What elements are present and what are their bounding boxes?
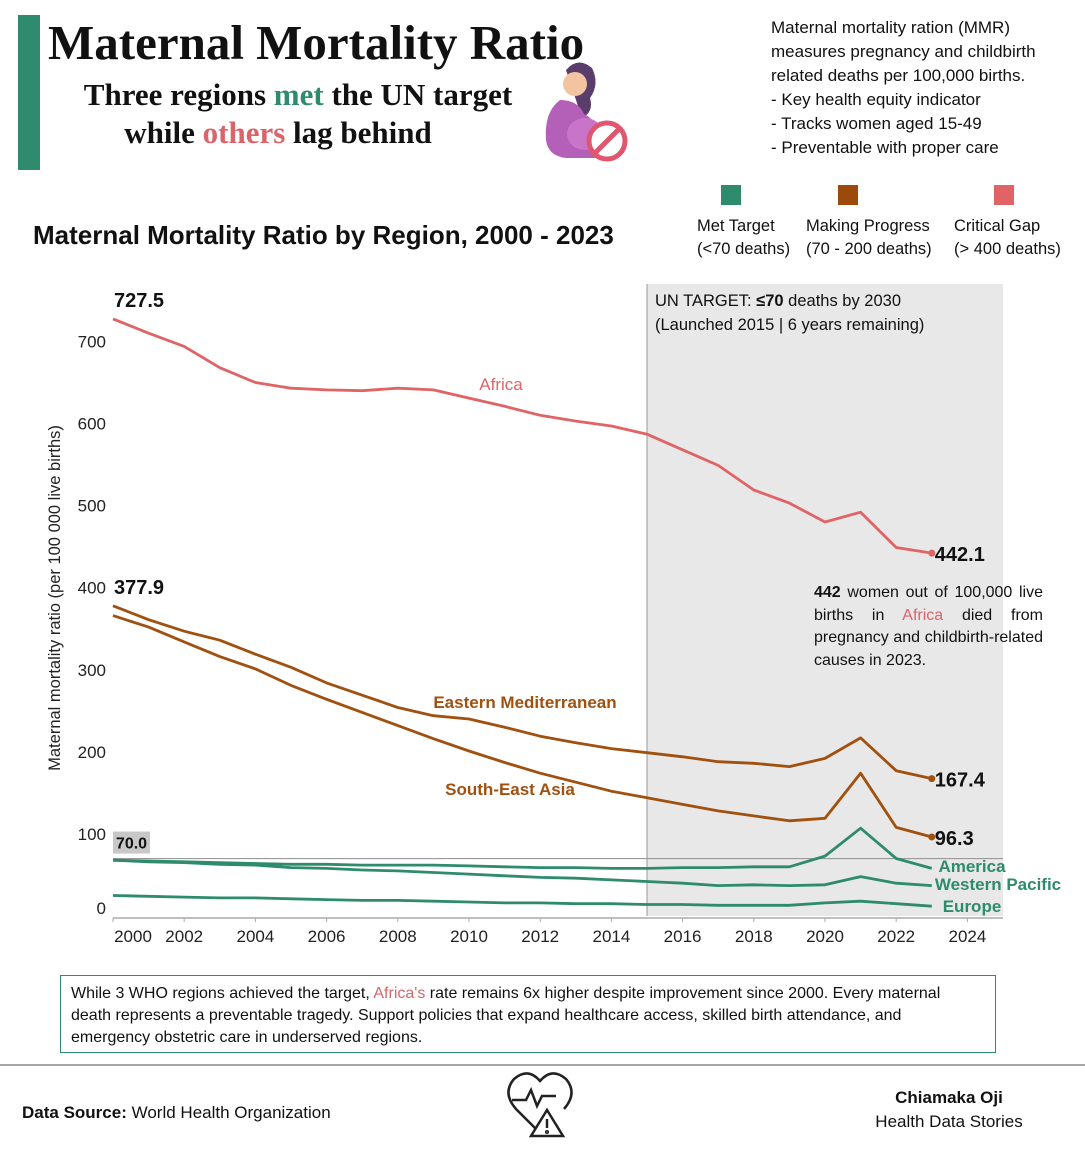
- callout-highlight: Africa: [902, 606, 944, 624]
- value-label: 727.5: [114, 290, 164, 312]
- legend-label: Critical Gap: [954, 217, 1041, 235]
- target-note: UN TARGET: ≤70 deaths by 2030 (Launched …: [655, 289, 924, 337]
- y-tick-label: 0: [97, 899, 106, 918]
- series-line: [112, 894, 932, 908]
- note-text: UN TARGET:: [655, 292, 757, 310]
- series-line: [112, 858, 932, 887]
- target-window: [647, 284, 1003, 916]
- chart-title: Maternal Mortality Ratio by Region, 2000…: [33, 220, 614, 250]
- series-line: [112, 317, 933, 555]
- title: Maternal Mortality Ratio: [48, 15, 585, 70]
- source-text: World Health Organization: [131, 1103, 331, 1122]
- callout-text: women out of 100,000 live births in: [814, 584, 1043, 624]
- series-label: Europe: [943, 897, 1002, 916]
- series-label: South-East Asia: [445, 780, 575, 799]
- info-line: related deaths per 100,000 births.: [771, 66, 1026, 85]
- legend-range: (<70 deaths): [697, 240, 791, 258]
- desc-highlight: Africa's: [373, 985, 426, 1002]
- subtitle-highlight: met: [273, 77, 324, 112]
- source: Data Source: World Health Organization: [22, 1103, 331, 1123]
- x-tick-label: 2020: [806, 927, 844, 946]
- subtitle-text: the UN target: [323, 77, 513, 112]
- x-tick-label: 2022: [877, 927, 915, 946]
- description: While 3 WHO regions achieved the target,…: [60, 975, 996, 1053]
- x-tick-label: 2008: [379, 927, 417, 946]
- series-label: Western Pacific: [935, 875, 1061, 894]
- value-label: 96.3: [935, 828, 974, 850]
- legend-item: Critical Gap (> 400 deaths): [954, 215, 1061, 261]
- legend-item: Met Target (<70 deaths): [697, 215, 790, 261]
- legend-range: (70 - 200 deaths): [806, 240, 932, 258]
- legend-label: Making Progress: [806, 217, 930, 235]
- y-tick-label: 600: [78, 415, 106, 434]
- subtitle: while others lag behind: [38, 115, 518, 151]
- subtitle-highlight: others: [202, 115, 286, 150]
- desc-text: rate remains 6x higher despite improveme…: [71, 985, 941, 1046]
- x-tick-label: 2004: [236, 927, 274, 946]
- series-label: Eastern Mediterranean: [433, 693, 616, 712]
- note-bold: ≤70: [756, 292, 784, 310]
- subtitle-text: Three regions: [83, 77, 274, 112]
- x-tick-label: 2012: [521, 927, 559, 946]
- heart-warning-icon: [507, 1072, 573, 1138]
- info-line: measures pregnancy and childbirth: [771, 42, 1036, 61]
- desc-text: While 3 WHO regions achieved the target,: [71, 985, 374, 1002]
- x-tick-label: 2002: [165, 927, 203, 946]
- subtitle-text: while: [124, 115, 203, 150]
- y-tick-label: 500: [78, 497, 106, 516]
- accent-bar: [18, 15, 40, 170]
- subtitle-text: lag behind: [285, 115, 432, 150]
- x-tick-label: 2018: [735, 927, 773, 946]
- series-line: [112, 614, 933, 839]
- info-line: - Tracks women aged 15-49: [771, 114, 982, 133]
- callout-bold: 442: [814, 584, 841, 601]
- value-label: 167.4: [935, 770, 986, 792]
- legend-swatch: [838, 185, 858, 205]
- value-label: 442.1: [935, 544, 985, 566]
- y-tick-label: 700: [78, 332, 106, 351]
- end-point: [928, 549, 936, 557]
- info-line: - Preventable with proper care: [771, 138, 999, 157]
- series-label: Africa: [479, 375, 523, 394]
- legend-range: (> 400 deaths): [954, 240, 1061, 258]
- callout: 442 women out of 100,000 live births in …: [814, 582, 1043, 672]
- y-tick-label: 400: [78, 579, 106, 598]
- target-label: 70.0: [116, 836, 147, 853]
- info-line: - Key health equity indicator: [771, 90, 981, 109]
- x-tick-label: 2016: [664, 927, 702, 946]
- callout-text: died from pregnancy and childbirth-relat…: [814, 606, 1043, 669]
- pregnant-icon: [545, 62, 628, 162]
- legend-label: Met Target: [697, 217, 775, 235]
- target-note-line: UN TARGET: ≤70 deaths by 2030: [655, 289, 924, 313]
- author: Chiamaka Oji: [895, 1088, 1003, 1107]
- org: Health Data Stories: [875, 1112, 1023, 1131]
- y-tick-label: 300: [78, 661, 106, 680]
- x-tick-label: 2014: [592, 927, 630, 946]
- x-tick-label: 2000: [114, 927, 152, 946]
- series-line: [112, 604, 933, 780]
- info-line: Maternal mortality ration (MMR): [771, 18, 1010, 37]
- source-label: Data Source:: [22, 1103, 127, 1122]
- info-box: Maternal mortality ration (MMR) measures …: [771, 16, 1036, 160]
- series-line: [112, 826, 933, 870]
- y-tick-label: 100: [78, 825, 106, 844]
- series-label: America: [938, 857, 1006, 876]
- end-point: [928, 775, 936, 783]
- y-tick-label: 200: [78, 743, 106, 762]
- x-tick-label: 2010: [450, 927, 488, 946]
- subtitle: Three regions met the UN target: [38, 77, 558, 113]
- legend-swatch: [994, 185, 1014, 205]
- end-point: [928, 833, 936, 841]
- value-label: 377.9: [114, 577, 164, 599]
- x-tick-label: 2006: [308, 927, 346, 946]
- target-note-line: (Launched 2015 | 6 years remaining): [655, 316, 925, 334]
- y-axis-label: Maternal mortality ratio (per 100 000 li…: [46, 425, 64, 771]
- legend-swatch: [721, 185, 741, 205]
- x-tick-label: 2024: [948, 927, 986, 946]
- legend-item: Making Progress (70 - 200 deaths): [806, 215, 932, 261]
- target-label-bg: [113, 831, 150, 854]
- note-text: deaths by 2030: [783, 292, 902, 310]
